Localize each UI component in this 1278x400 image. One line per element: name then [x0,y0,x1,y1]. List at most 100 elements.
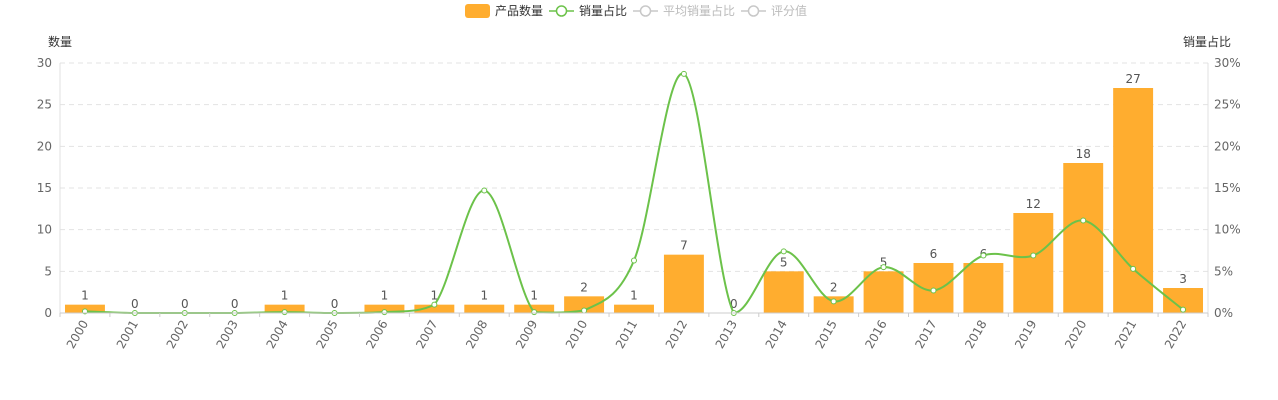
x-tick-label: 2008 [463,318,490,351]
x-tick-label: 2002 [164,318,191,351]
legend-item[interactable]: 销量占比 [549,3,627,18]
bar-data-label: 18 [1076,147,1091,161]
x-tick-label: 2011 [613,318,640,351]
bar[interactable] [614,304,654,313]
bar[interactable] [264,304,305,313]
bar-data-label: 1 [431,289,439,303]
y-right-tick-label: 30% [1214,56,1241,70]
x-tick-label: 2014 [763,318,790,351]
bar-data-label: 3 [1179,272,1187,286]
legend-point-swatch [555,5,568,17]
y-right-tick-label: 5% [1214,264,1233,278]
y-right-tick-label: 0% [1214,306,1233,320]
bar[interactable] [1113,88,1154,313]
x-tick-label: 2004 [263,318,290,351]
legend-bar-swatch [465,4,490,18]
legend: 产品数量 销量占比 平均销量占比 评分值 [465,3,807,18]
bar-data-label: 7 [680,239,688,253]
bar-data-label: 1 [281,289,289,303]
line-point[interactable] [930,287,937,294]
bar[interactable] [514,304,555,313]
line-point[interactable] [1130,265,1137,272]
legend-point-swatch [747,5,760,17]
x-tick-label: 2017 [912,318,939,351]
line-point[interactable] [531,309,538,316]
line-point[interactable] [481,187,488,194]
bar-data-label: 12 [1026,197,1041,211]
x-tick-label: 2012 [663,318,690,351]
y-right-tick-label: 15% [1214,181,1241,195]
bar-data-label: 0 [331,297,339,311]
bar-data-label: 1 [381,289,389,303]
x-tick-label: 2007 [413,318,440,351]
y-left-tick-label: 15 [37,181,52,195]
bar[interactable] [863,271,904,313]
bar[interactable] [813,296,854,313]
bar[interactable] [963,263,1004,313]
bar-data-label: 0 [231,297,239,311]
bar[interactable] [1063,163,1104,313]
y-right-tick-label: 20% [1214,139,1241,153]
line-point[interactable] [780,248,787,255]
x-tick-label: 2005 [313,318,340,351]
line-point[interactable] [880,264,887,271]
y-axis-right: 0% 5% 10% 15% 20% 25% 30% [1207,56,1241,320]
bar-data-label: 5 [880,255,888,269]
legend-item[interactable]: 评分值 [741,3,807,18]
x-tick-label: 2020 [1062,318,1089,351]
bar-series [64,88,1204,313]
legend-label: 销量占比 [579,3,627,18]
bar[interactable] [1013,213,1054,313]
line-point[interactable] [281,309,288,316]
line-point[interactable] [1030,252,1037,259]
x-tick-label: 2019 [1012,318,1039,351]
bar[interactable] [564,296,605,313]
bar-data-label: 6 [930,247,938,261]
legend-point-swatch [639,5,652,17]
line-point[interactable] [680,70,687,77]
legend-item[interactable]: 平均销量占比 [633,3,735,18]
y-axis-left: 0 5 10 15 20 25 30 [37,56,61,320]
x-tick-label: 2006 [363,318,390,351]
legend-label: 评分值 [771,3,807,18]
x-tick-label: 2016 [862,318,889,351]
line-point[interactable] [631,257,637,264]
legend-item[interactable]: 产品数量 [465,3,543,18]
y-left-tick-label: 10 [37,223,52,237]
bar[interactable] [364,304,405,313]
bar[interactable] [464,304,505,313]
bar-data-label: 0 [131,297,139,311]
bar[interactable] [663,254,704,313]
legend-label: 产品数量 [495,3,543,18]
x-tick-label: 2015 [812,318,839,351]
y-right-tick-label: 25% [1214,98,1241,112]
line-point[interactable] [581,307,588,314]
bar-data-label: 5 [780,255,788,269]
line-point[interactable] [1180,306,1187,313]
x-tick-label: 2013 [713,318,740,351]
bar-data-label: 2 [830,280,838,294]
y-left-tick-label: 5 [44,264,52,278]
y-axis-right-title: 销量占比 [1183,34,1231,49]
bar-data-label: 2 [580,280,588,294]
y-left-tick-label: 20 [37,139,52,153]
bar[interactable] [763,271,804,313]
x-tick-label: 2000 [64,318,91,351]
y-right-tick-label: 10% [1214,223,1241,237]
y-left-tick-label: 30 [37,56,52,70]
x-tick-label: 2022 [1162,318,1189,351]
line-series [81,70,1187,316]
line-point[interactable] [431,301,438,308]
bar-data-label: 0 [730,297,738,311]
line-point[interactable] [980,252,987,259]
line-point[interactable] [381,309,388,316]
bar-data-label: 27 [1125,72,1140,86]
bar[interactable] [414,304,455,313]
x-tick-label: 2009 [513,318,540,351]
y-axis-left-title: 数量 [48,34,72,49]
line-point[interactable] [1080,217,1087,224]
line-point[interactable] [830,298,837,305]
bar-data-label: 1 [630,289,638,303]
bar-data-label: 1 [81,289,89,303]
